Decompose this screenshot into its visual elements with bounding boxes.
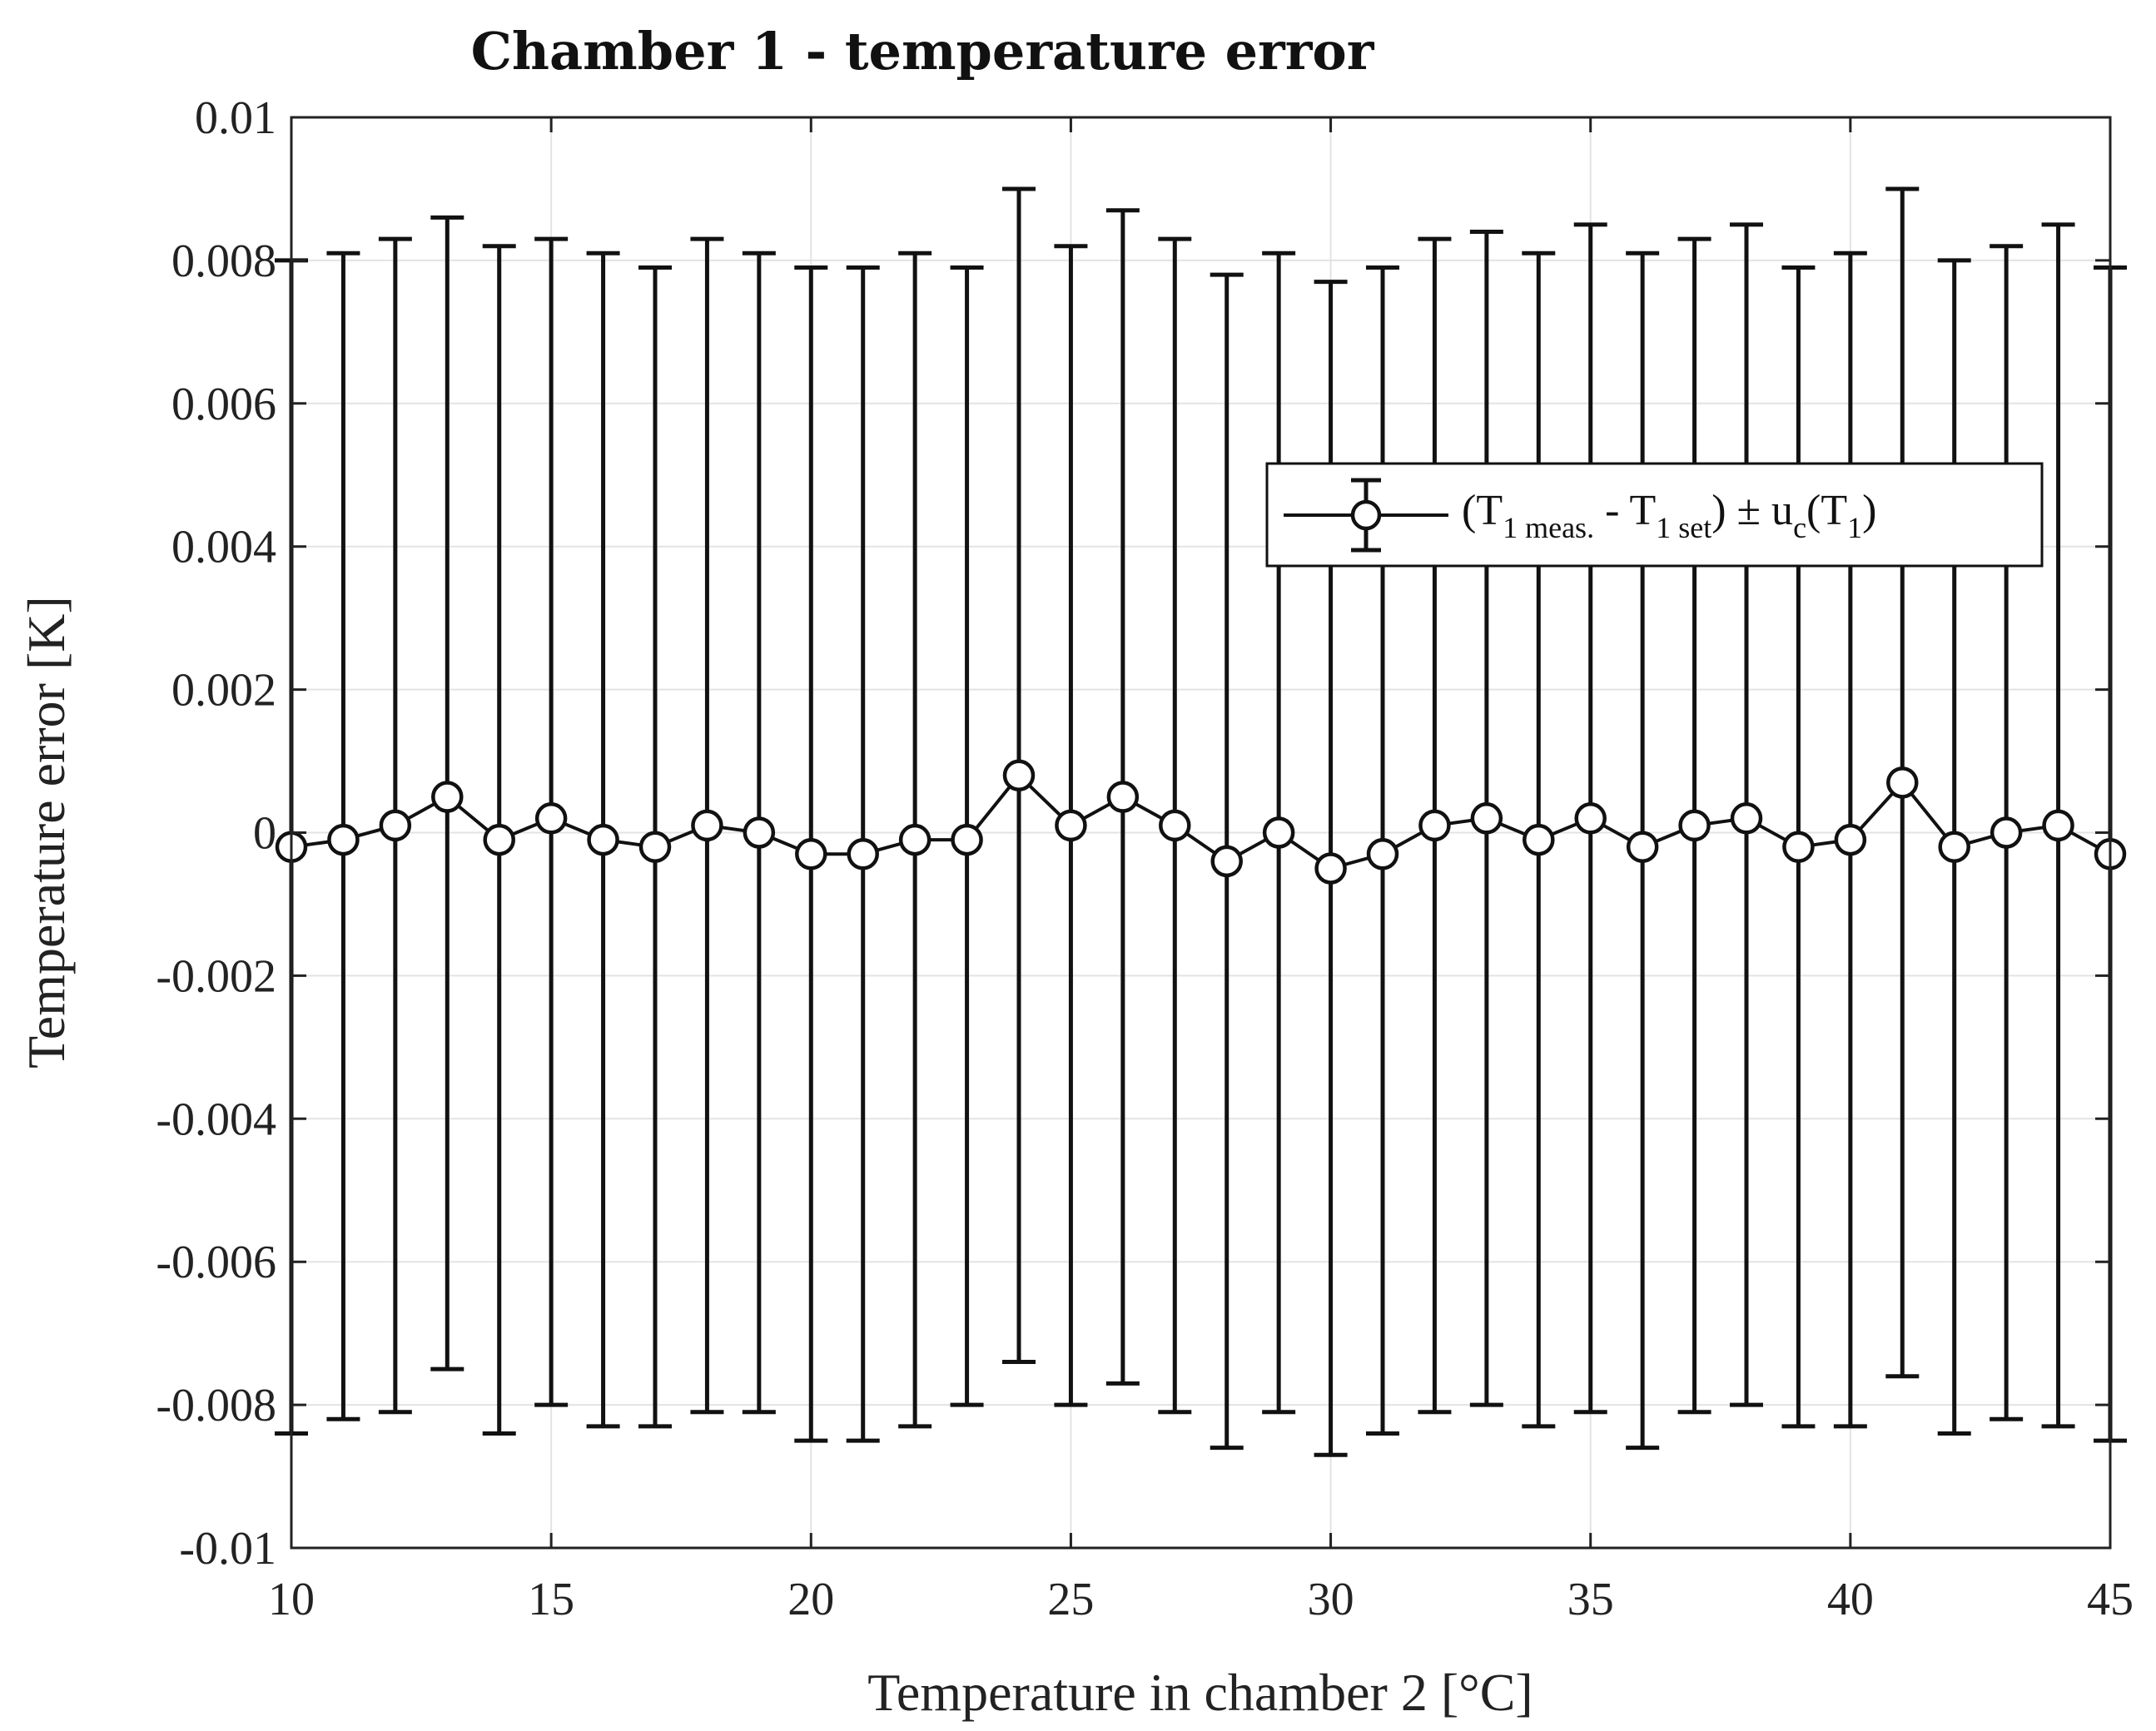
data-point-marker bbox=[2042, 809, 2074, 842]
data-point-marker bbox=[1470, 802, 1503, 835]
legend-label-sub-meas: 1 meas. bbox=[1503, 511, 1594, 544]
y-tick-label: 0.008 bbox=[171, 236, 276, 287]
y-tick-label: 0.006 bbox=[171, 379, 276, 430]
legend-label-sub-1: 1 bbox=[1847, 511, 1862, 544]
x-tick-label: 30 bbox=[1308, 1574, 1354, 1625]
x-tick-label: 10 bbox=[268, 1574, 315, 1625]
data-point-marker bbox=[483, 823, 515, 856]
data-point-marker bbox=[847, 838, 879, 870]
y-tick-label: -0.006 bbox=[156, 1237, 276, 1288]
data-point-marker bbox=[1834, 823, 1867, 856]
data-point-marker bbox=[1782, 831, 1815, 863]
data-point-marker bbox=[587, 823, 619, 856]
data-point-marker bbox=[1678, 809, 1711, 842]
legend-label: (T1 meas. - T1 set) ± uc(T1) bbox=[1462, 487, 1876, 544]
data-point-marker bbox=[1730, 802, 1763, 835]
data-point-marker bbox=[1938, 831, 1970, 863]
legend-label-sub-c: c bbox=[1793, 511, 1806, 544]
y-axis-label: Temperature error [K] bbox=[17, 596, 76, 1069]
legend-label-pm: ) ± u bbox=[1711, 487, 1793, 534]
data-point-marker bbox=[638, 831, 672, 863]
x-tick-label: 25 bbox=[1047, 1574, 1094, 1625]
data-point-marker bbox=[898, 823, 931, 856]
data-point-marker bbox=[1886, 766, 1919, 799]
y-tick-label: 0 bbox=[253, 808, 276, 860]
y-tick-label: -0.004 bbox=[156, 1094, 276, 1145]
data-point-marker bbox=[431, 781, 464, 813]
data-point-marker bbox=[691, 809, 723, 842]
data-point-marker bbox=[1626, 831, 1659, 863]
x-tick-label: 20 bbox=[787, 1574, 834, 1625]
x-axis-label: Temperature in chamber 2 [°C] bbox=[867, 1663, 1533, 1722]
axis-ticks bbox=[290, 116, 2112, 1550]
data-point-marker bbox=[379, 809, 412, 842]
data-point-marker bbox=[1574, 802, 1607, 835]
data-point-marker bbox=[1159, 809, 1191, 842]
data-point-marker bbox=[1366, 838, 1399, 870]
y-tick-label: -0.01 bbox=[179, 1523, 276, 1575]
data-point-marker bbox=[1002, 759, 1036, 791]
legend-label-close: ) bbox=[1862, 487, 1876, 534]
data-point-marker bbox=[1314, 852, 1347, 885]
legend-marker-icon bbox=[1350, 499, 1382, 531]
data-point-marker bbox=[1055, 809, 1087, 842]
x-tick-label: 35 bbox=[1567, 1574, 1614, 1625]
data-point-marker bbox=[534, 802, 568, 835]
y-tick-label: 0.004 bbox=[171, 522, 276, 573]
data-point-marker bbox=[951, 823, 983, 856]
data-point-marker bbox=[327, 823, 360, 856]
data-point-marker bbox=[1106, 781, 1140, 813]
legend-label-open: (T bbox=[1462, 487, 1503, 534]
data-point-marker bbox=[795, 838, 827, 870]
y-tick-label: 0.002 bbox=[171, 665, 276, 717]
y-tick-label: 0.01 bbox=[195, 92, 276, 144]
x-tick-label: 15 bbox=[528, 1574, 574, 1625]
legend-label-sub-set: 1 set bbox=[1656, 511, 1711, 544]
data-markers bbox=[275, 759, 2127, 885]
y-axis-tick-labels: 0.01 0.008 0.006 0.004 0.002 0 -0.002 -0.004 -0.… bbox=[156, 92, 276, 1575]
legend-label-mid: - T bbox=[1594, 487, 1656, 534]
x-tick-label: 40 bbox=[1827, 1574, 1874, 1625]
data-point-marker bbox=[1418, 809, 1451, 842]
error-bars bbox=[275, 186, 2127, 1457]
data-point-marker bbox=[1210, 845, 1243, 878]
data-point-marker bbox=[1990, 816, 2023, 849]
data-point-marker bbox=[1523, 823, 1555, 856]
y-tick-label: -0.008 bbox=[156, 1380, 276, 1431]
chart-title: Chamber 1 - temperature error bbox=[471, 21, 1375, 82]
legend: (T1 meas. - T1 set) ± uc(T1) bbox=[1265, 462, 2044, 568]
y-tick-label: -0.002 bbox=[156, 950, 276, 1002]
data-point-marker bbox=[1262, 816, 1295, 849]
x-axis-tick-labels: 10 15 20 25 30 35 40 45 bbox=[268, 1574, 2134, 1625]
legend-label-paren: (T bbox=[1806, 487, 1847, 534]
x-tick-label: 45 bbox=[2087, 1574, 2134, 1625]
data-point-marker bbox=[743, 816, 776, 849]
